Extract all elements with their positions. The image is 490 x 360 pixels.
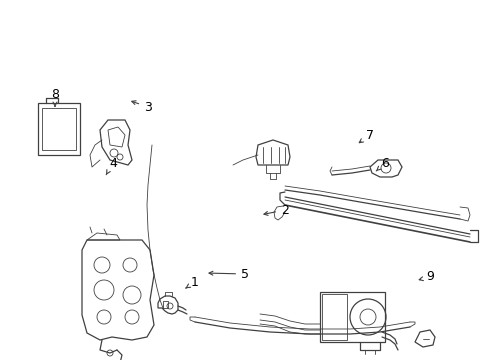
Text: 6: 6 [376, 157, 389, 171]
Text: 2: 2 [264, 203, 289, 216]
Text: 3: 3 [132, 100, 152, 113]
Text: 5: 5 [209, 267, 249, 280]
Text: 4: 4 [106, 157, 117, 175]
Bar [322, 294, 347, 340]
Text: 9: 9 [419, 270, 434, 284]
Bar [42, 108, 76, 150]
Text: 7: 7 [359, 129, 374, 143]
Bar [320, 292, 385, 342]
Bar [38, 103, 80, 155]
Text: 1: 1 [186, 275, 199, 288]
Text: 8: 8 [51, 87, 59, 106]
